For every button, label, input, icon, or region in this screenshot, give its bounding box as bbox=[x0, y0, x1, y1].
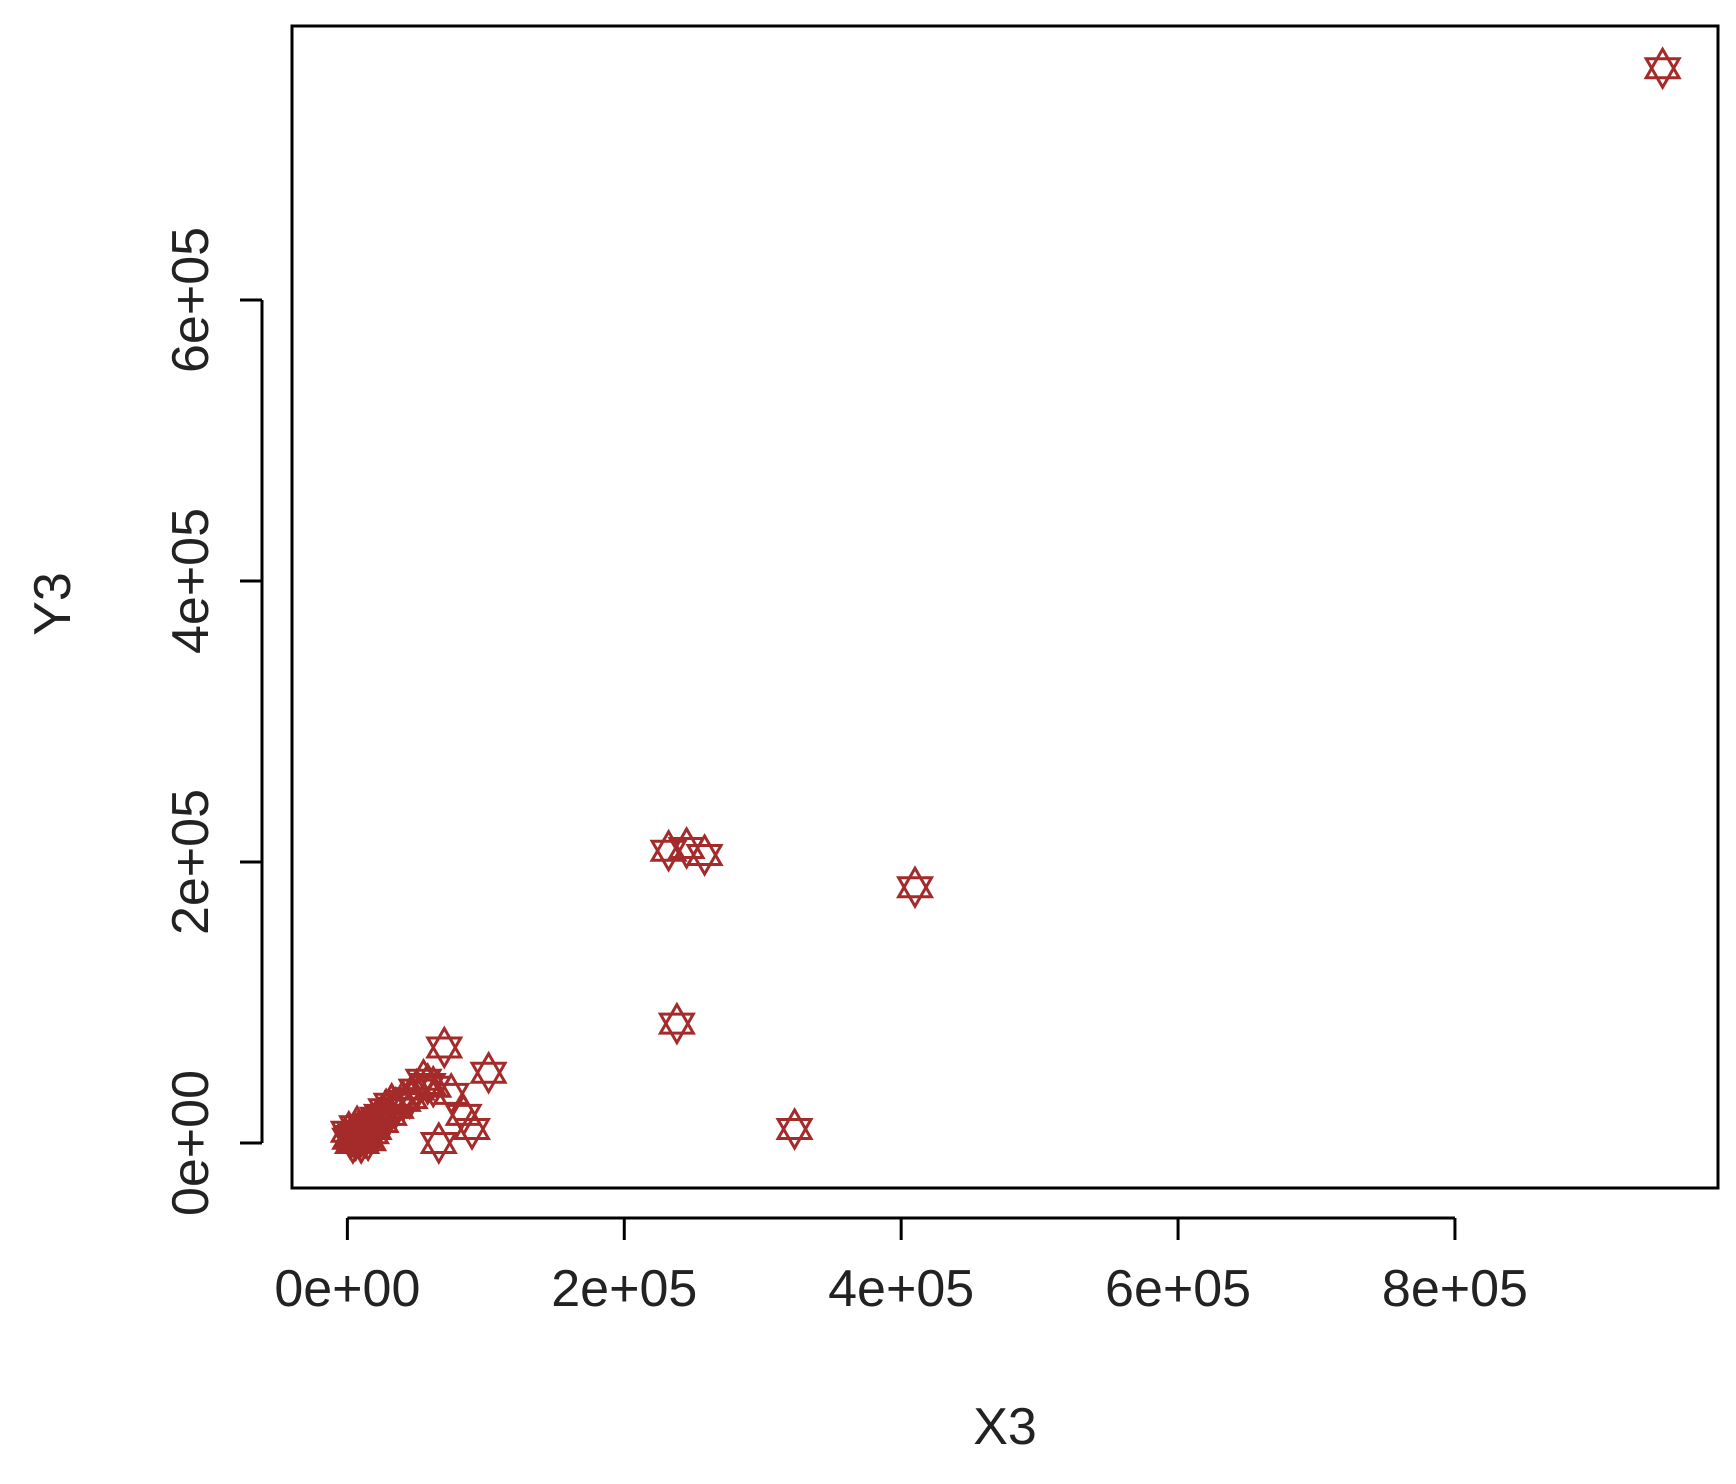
y-axis-title: Y3 bbox=[24, 572, 82, 636]
plot-frame bbox=[290, 24, 1720, 1190]
data-point bbox=[1643, 46, 1682, 91]
x-tick-label: 2e+05 bbox=[551, 1260, 697, 1318]
data-point bbox=[469, 1050, 508, 1095]
data-point bbox=[775, 1106, 814, 1152]
data-point bbox=[425, 1025, 464, 1070]
x-tick-label: 6e+05 bbox=[1105, 1260, 1251, 1318]
data-point bbox=[414, 1064, 453, 1109]
data-point bbox=[452, 1106, 491, 1152]
x-tick-label: 8e+05 bbox=[1382, 1260, 1528, 1318]
data-point bbox=[657, 1001, 696, 1046]
x-axis: 0e+00 2e+05 4e+05 6e+05 8e+05 bbox=[274, 1216, 1528, 1318]
y-tick-label: 0e+00 bbox=[162, 1070, 220, 1216]
y-tick-label: 2e+05 bbox=[162, 789, 220, 935]
data-point bbox=[351, 1111, 391, 1156]
data-point bbox=[896, 865, 935, 910]
y-tick-label: 4e+05 bbox=[162, 508, 220, 654]
points-layer bbox=[329, 46, 1682, 1166]
y-tick-label: 6e+05 bbox=[162, 227, 220, 373]
data-point bbox=[369, 1092, 409, 1137]
data-point bbox=[685, 832, 724, 878]
x-tick-label: 0e+00 bbox=[274, 1260, 420, 1318]
y-axis: 0e+00 2e+05 4e+05 6e+05 bbox=[162, 227, 264, 1216]
data-point bbox=[419, 1120, 458, 1166]
x-axis-title: X3 bbox=[973, 1398, 1037, 1456]
x-tick-label: 4e+05 bbox=[828, 1260, 974, 1318]
